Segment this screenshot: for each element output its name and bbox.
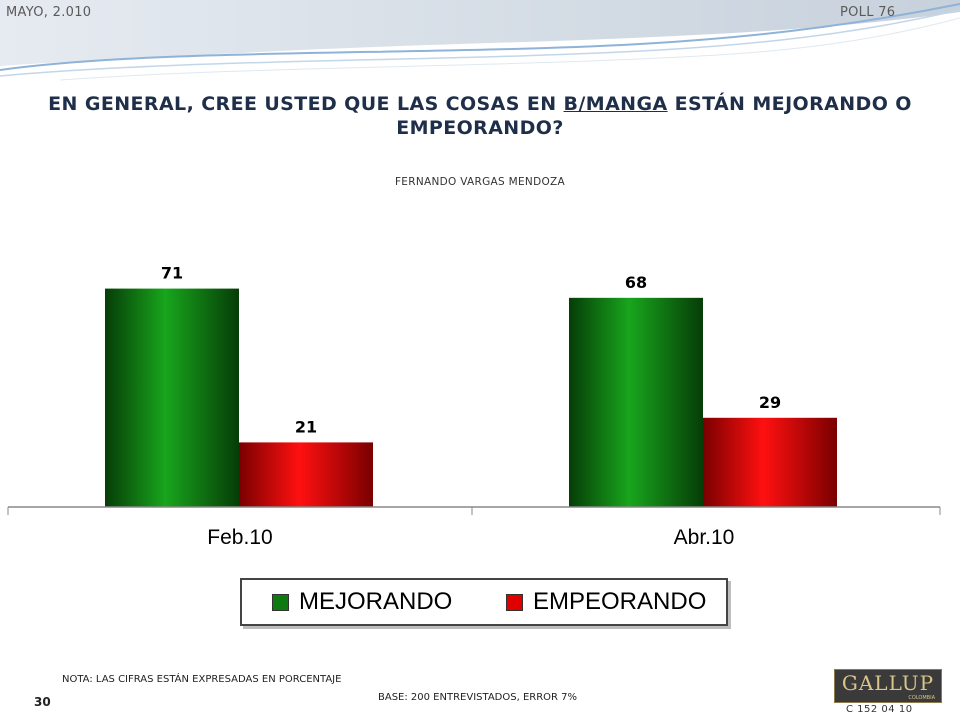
- title-underlined-city: B/MANGA: [563, 93, 668, 115]
- data-label-mejorando-feb-10: 71: [161, 264, 183, 283]
- chart-legend: MEJORANDO EMPEORANDO: [240, 578, 728, 626]
- legend-swatch-empeorando: [506, 593, 523, 611]
- logo-subtext: COLOMBIA: [908, 695, 935, 701]
- bars-layer: 71 21 68 29: [105, 264, 837, 507]
- report-date: MAYO, 2.010: [6, 5, 92, 20]
- bar-chart: 71 21 68 29 Feb.10 Abr.10: [7, 264, 941, 549]
- footer-base: BASE: 200 ENTREVISTADOS, ERROR 7%: [378, 692, 578, 703]
- x-tick-label-abr-10: Abr.10: [674, 526, 735, 549]
- bar-empeorando-abr-10: [703, 417, 837, 507]
- gallup-logo: GALLUP COLOMBIA: [834, 669, 942, 703]
- page-number: 30: [34, 695, 51, 709]
- footer-note: NOTA: LAS CIFRAS ESTÁN EXPRESADAS EN POR…: [62, 674, 342, 685]
- chart-title: EN GENERAL, CREE USTED QUE LAS COSAS EN …: [40, 92, 920, 140]
- x-labels-layer: Feb.10 Abr.10: [207, 526, 734, 549]
- legend-label-mejorando: MEJORANDO: [299, 588, 453, 615]
- document-code: C 152 04 10: [846, 704, 913, 715]
- title-part-1: EN GENERAL, CREE USTED QUE LAS COSAS EN: [48, 93, 564, 115]
- legend-item-mejorando: MEJORANDO: [272, 588, 452, 616]
- bar-empeorando-feb-10: [239, 442, 373, 507]
- logo-text: GALLUP: [841, 671, 935, 695]
- legend-swatch-mejorando: [272, 593, 289, 611]
- data-label-mejorando-abr-10: 68: [625, 273, 647, 292]
- title-part-2: ESTÁN MEJORANDO O EMPEORANDO?: [396, 93, 912, 139]
- bar-mejorando-feb-10: [105, 288, 239, 507]
- x-tick-label-feb-10: Feb.10: [207, 526, 272, 549]
- poll-number: POLL 76: [840, 5, 896, 20]
- chart-subtitle: FERNANDO VARGAS MENDOZA: [394, 176, 566, 188]
- legend-label-empeorando: EMPEORANDO: [533, 588, 707, 615]
- data-label-empeorando-feb-10: 21: [295, 417, 317, 436]
- data-label-empeorando-abr-10: 29: [759, 393, 781, 412]
- bar-mejorando-abr-10: [569, 297, 703, 507]
- legend-item-empeorando: EMPEORANDO: [506, 588, 706, 616]
